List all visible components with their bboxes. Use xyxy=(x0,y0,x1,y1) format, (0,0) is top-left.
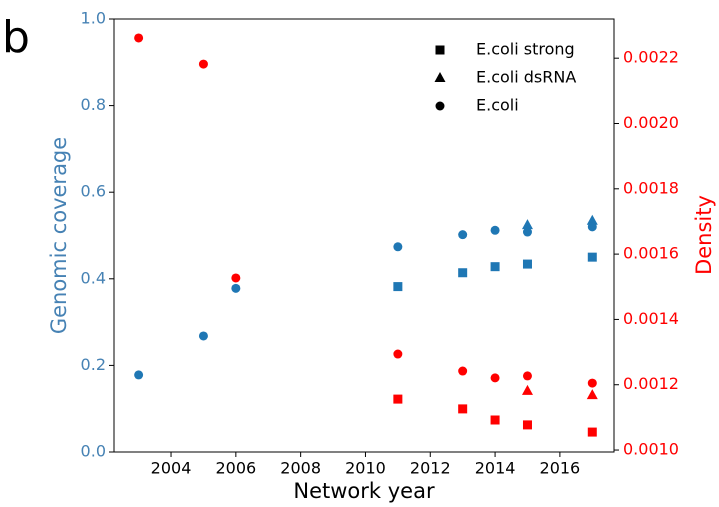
point xyxy=(587,222,597,232)
y-axis-label: Genomic coverage xyxy=(47,137,71,334)
y-tick-label: 0.2 xyxy=(81,355,106,374)
point xyxy=(134,33,144,43)
legend-label: E.coli strong xyxy=(476,40,575,59)
point xyxy=(490,262,500,272)
point xyxy=(393,349,403,359)
point xyxy=(587,378,597,388)
point xyxy=(393,394,403,404)
y2-tick-label: 0.0016 xyxy=(623,244,679,263)
x-tick-label: 2010 xyxy=(345,459,386,478)
x-tick-label: 2016 xyxy=(540,459,581,478)
point xyxy=(458,404,468,414)
point xyxy=(490,373,500,383)
x-tick-label: 2012 xyxy=(410,459,451,478)
x-tick-label: 2004 xyxy=(151,459,192,478)
point xyxy=(231,273,241,283)
point xyxy=(586,389,598,400)
y2-tick-label: 0.0022 xyxy=(623,48,679,67)
point xyxy=(522,371,532,381)
point xyxy=(522,259,532,269)
point xyxy=(587,252,597,262)
legend-marker xyxy=(435,101,445,111)
y2-axis-label: Density xyxy=(692,195,716,275)
y-tick-label: 0.4 xyxy=(81,268,106,287)
point xyxy=(522,420,532,430)
y-tick-label: 1.0 xyxy=(81,9,106,28)
point xyxy=(521,384,533,395)
point xyxy=(586,214,598,225)
x-tick-label: 2006 xyxy=(215,459,256,478)
panel-label: b xyxy=(2,12,30,63)
y2-tick-label: 0.0012 xyxy=(623,374,679,393)
point xyxy=(587,427,597,437)
y-tick-label: 0.8 xyxy=(81,95,106,114)
y-tick-label: 0.0 xyxy=(81,442,106,461)
point xyxy=(522,227,532,237)
point xyxy=(490,225,500,235)
point xyxy=(393,282,403,292)
point xyxy=(458,230,468,240)
legend-label: E.coli dsRNA xyxy=(476,68,576,87)
legend-label: E.coli xyxy=(476,96,519,115)
point xyxy=(458,366,468,376)
point xyxy=(134,370,144,380)
x-tick-label: 2014 xyxy=(475,459,516,478)
x-tick-label: 2008 xyxy=(280,459,321,478)
point xyxy=(231,283,241,293)
point xyxy=(521,219,533,230)
point xyxy=(490,415,500,425)
plot-frame xyxy=(113,18,615,453)
y2-tick-label: 0.0010 xyxy=(623,440,679,459)
legend-marker xyxy=(434,72,446,82)
point xyxy=(198,331,208,341)
y-tick-label: 0.6 xyxy=(81,182,106,201)
y2-tick-label: 0.0018 xyxy=(623,178,679,197)
point xyxy=(458,268,468,278)
point xyxy=(198,59,208,69)
point xyxy=(393,242,403,252)
x-axis-label: Network year xyxy=(293,479,435,503)
legend-marker xyxy=(435,45,445,55)
y2-tick-label: 0.0020 xyxy=(623,113,679,132)
y2-tick-label: 0.0014 xyxy=(623,309,679,328)
